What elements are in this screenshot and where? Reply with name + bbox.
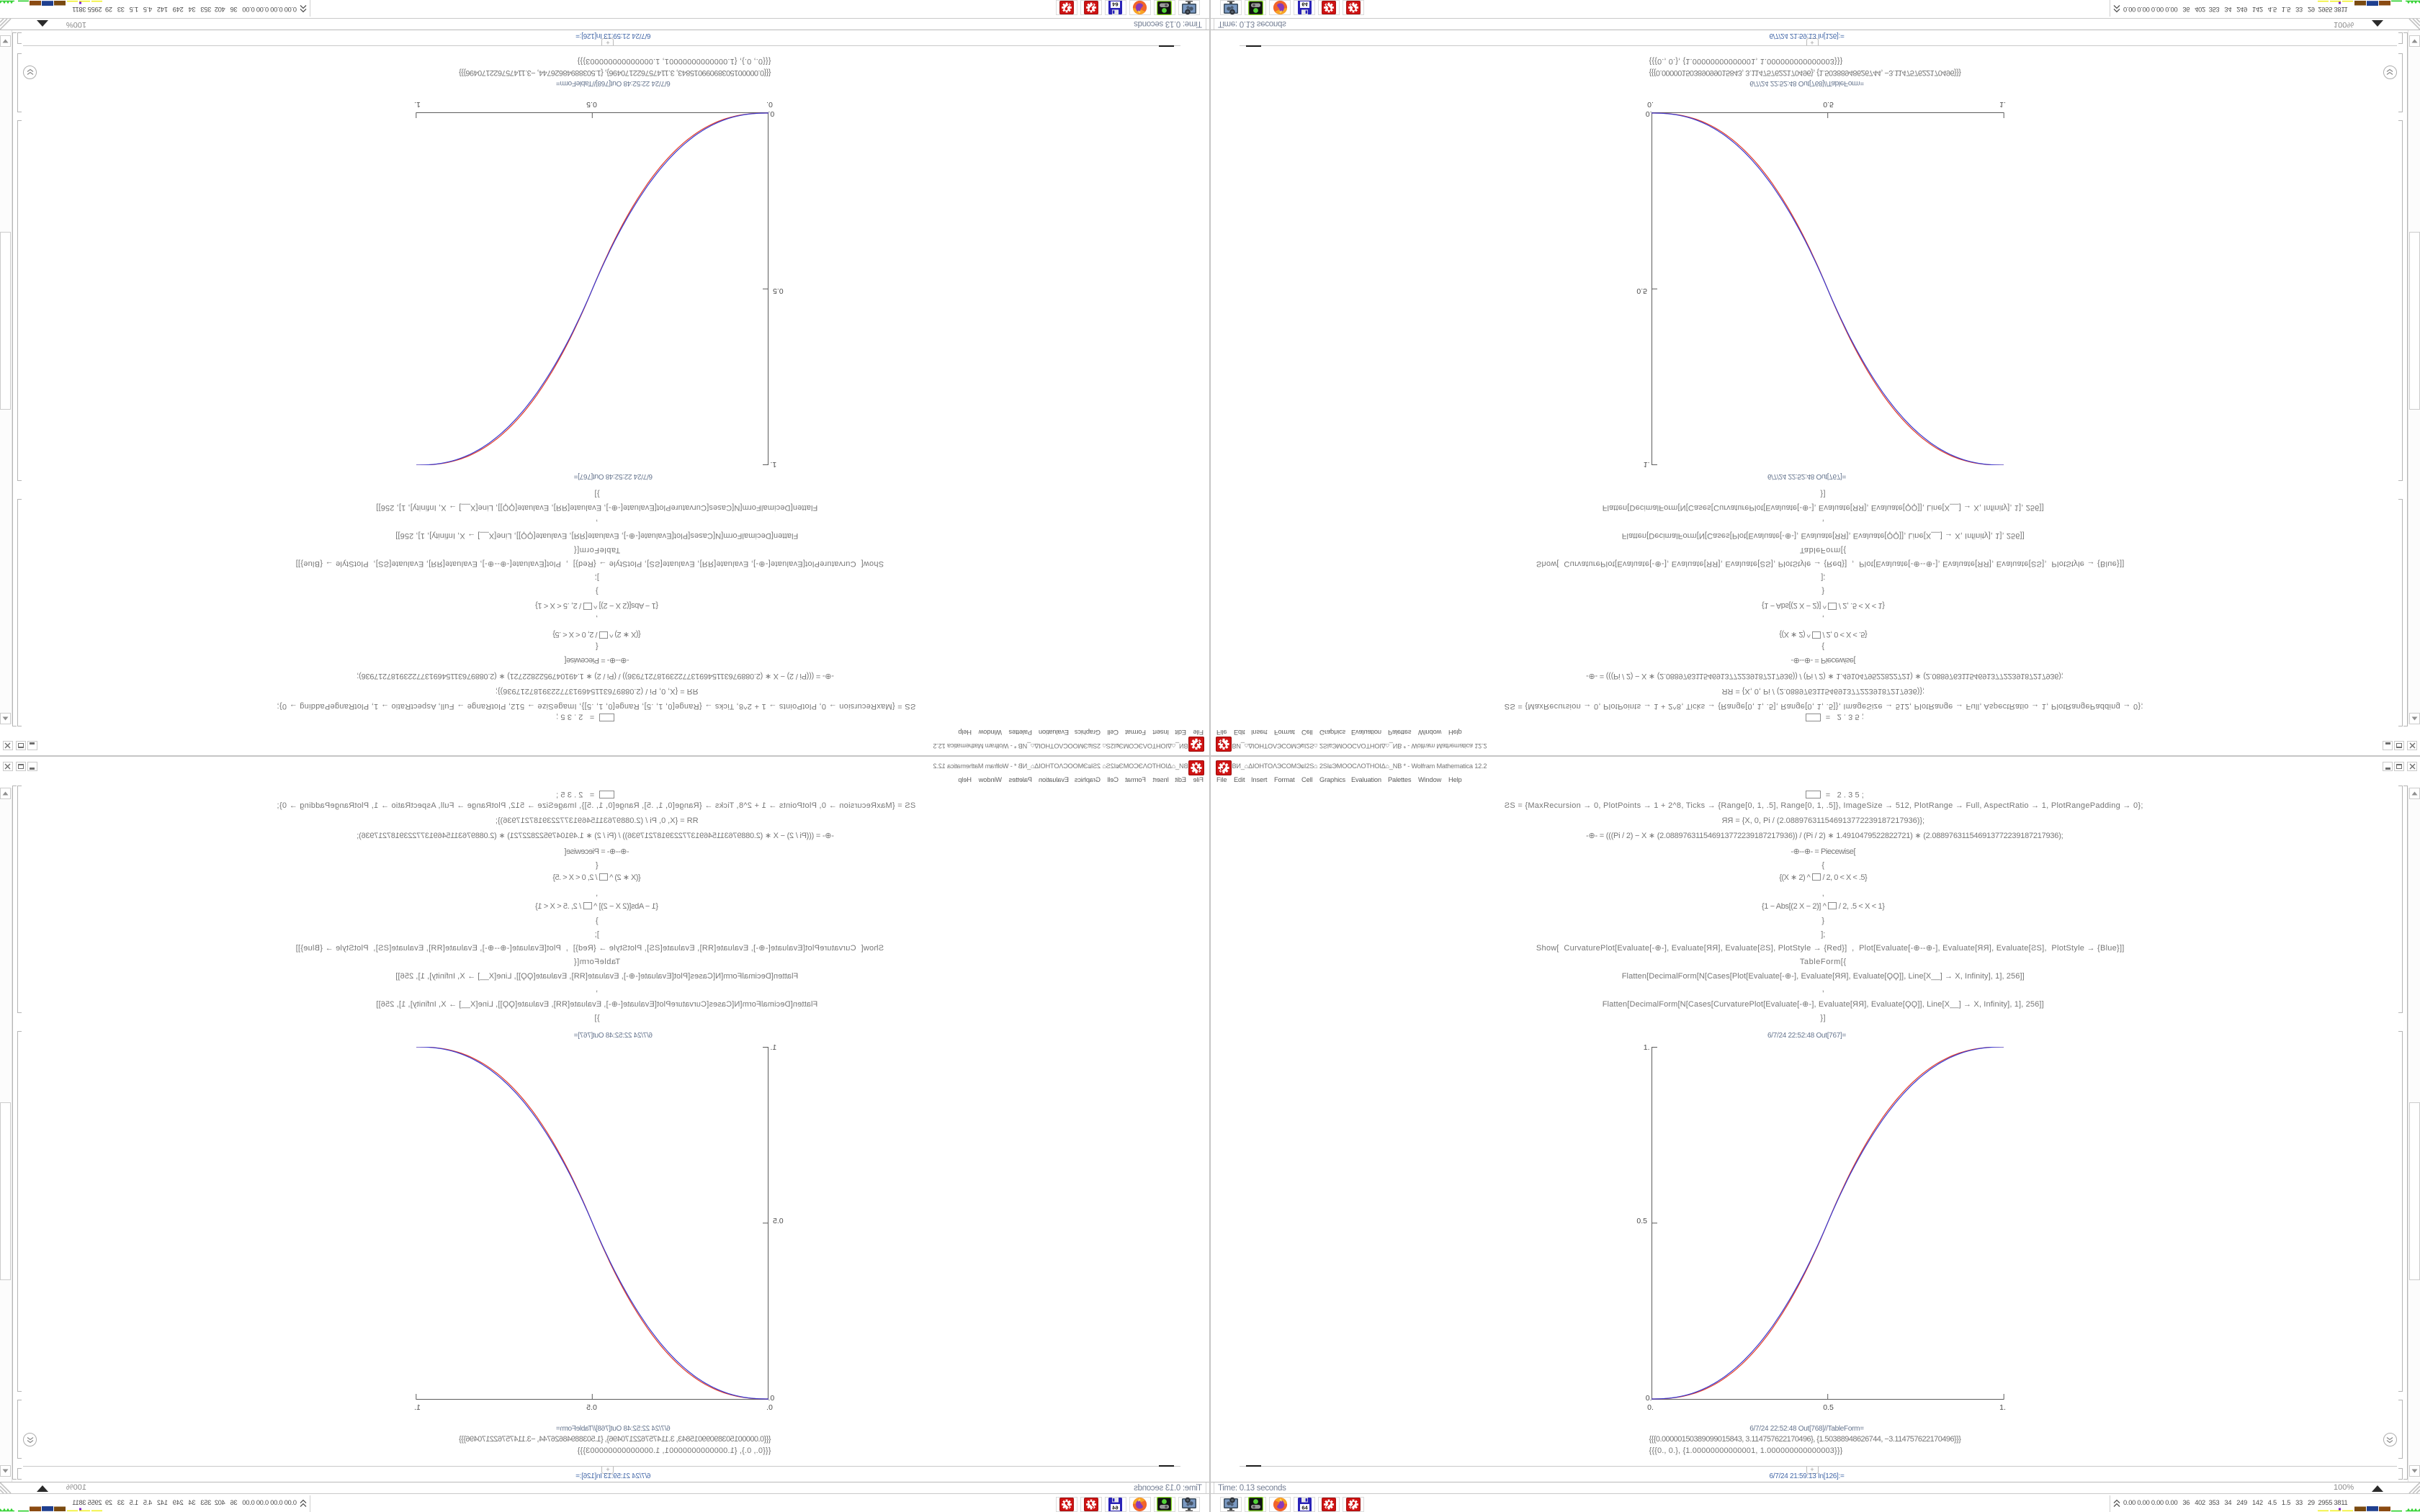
svg-text:64: 64 xyxy=(1301,1504,1308,1511)
svg-text:64: 64 xyxy=(1301,1,1308,8)
svg-text:64: 64 xyxy=(1112,1,1119,8)
svg-text:64: 64 xyxy=(1112,1504,1119,1511)
